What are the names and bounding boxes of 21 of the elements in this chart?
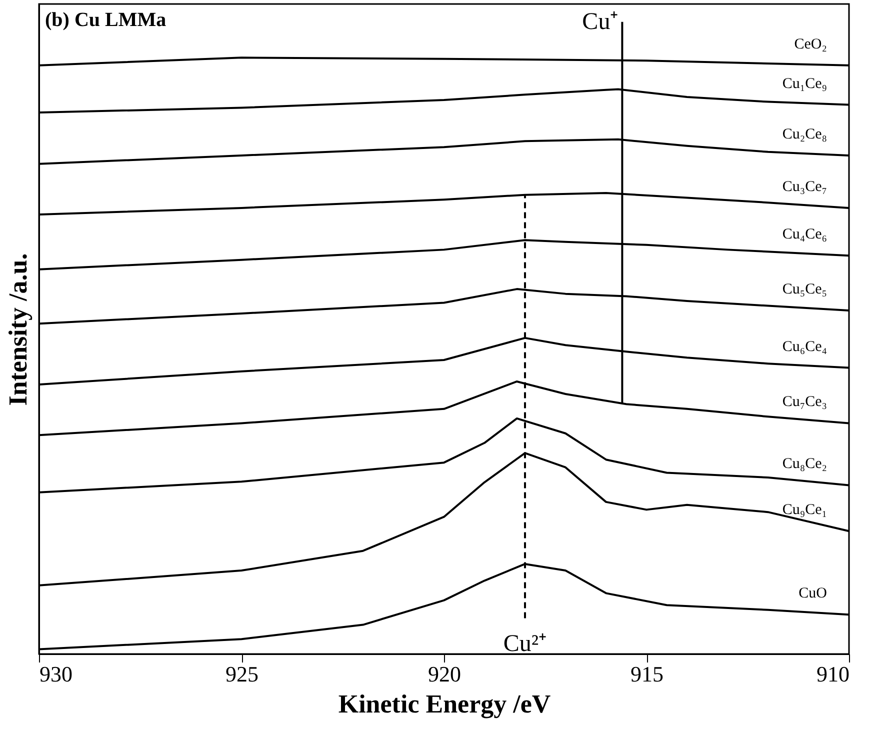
series-label: CeO₂	[794, 36, 827, 52]
series-label: Cu₈Ce₂	[782, 456, 827, 472]
series-label: Cu₆Ce₄	[782, 338, 827, 355]
ref-line-label: Cu⁺	[582, 8, 618, 35]
series-label: Cu₂Ce₈	[782, 126, 827, 142]
series-label: Cu₃Ce₇	[782, 178, 827, 195]
x-tick-label: 925	[226, 662, 258, 686]
series-label: Cu₄Ce₆	[782, 226, 827, 243]
series-label: Cu₁Ce₉	[782, 76, 827, 92]
series-label: Cu₉Ce₁	[782, 502, 827, 518]
x-tick-label: 920	[428, 662, 461, 686]
y-axis-title: Intensity /a.u.	[4, 253, 32, 406]
series-label: Cu₅Ce₅	[782, 282, 827, 298]
ref-line-label: Cu²⁺	[503, 631, 547, 657]
x-axis-title: Kinetic Energy /eV	[338, 690, 551, 718]
series-label: Cu₇Ce₃	[782, 394, 827, 410]
x-tick-label: 910	[816, 662, 850, 686]
series-label: CuO	[798, 586, 828, 602]
x-tick-label: 915	[630, 662, 664, 686]
text: (b) Cu LMMa	[45, 9, 166, 31]
x-tick-label: 930	[40, 662, 72, 686]
